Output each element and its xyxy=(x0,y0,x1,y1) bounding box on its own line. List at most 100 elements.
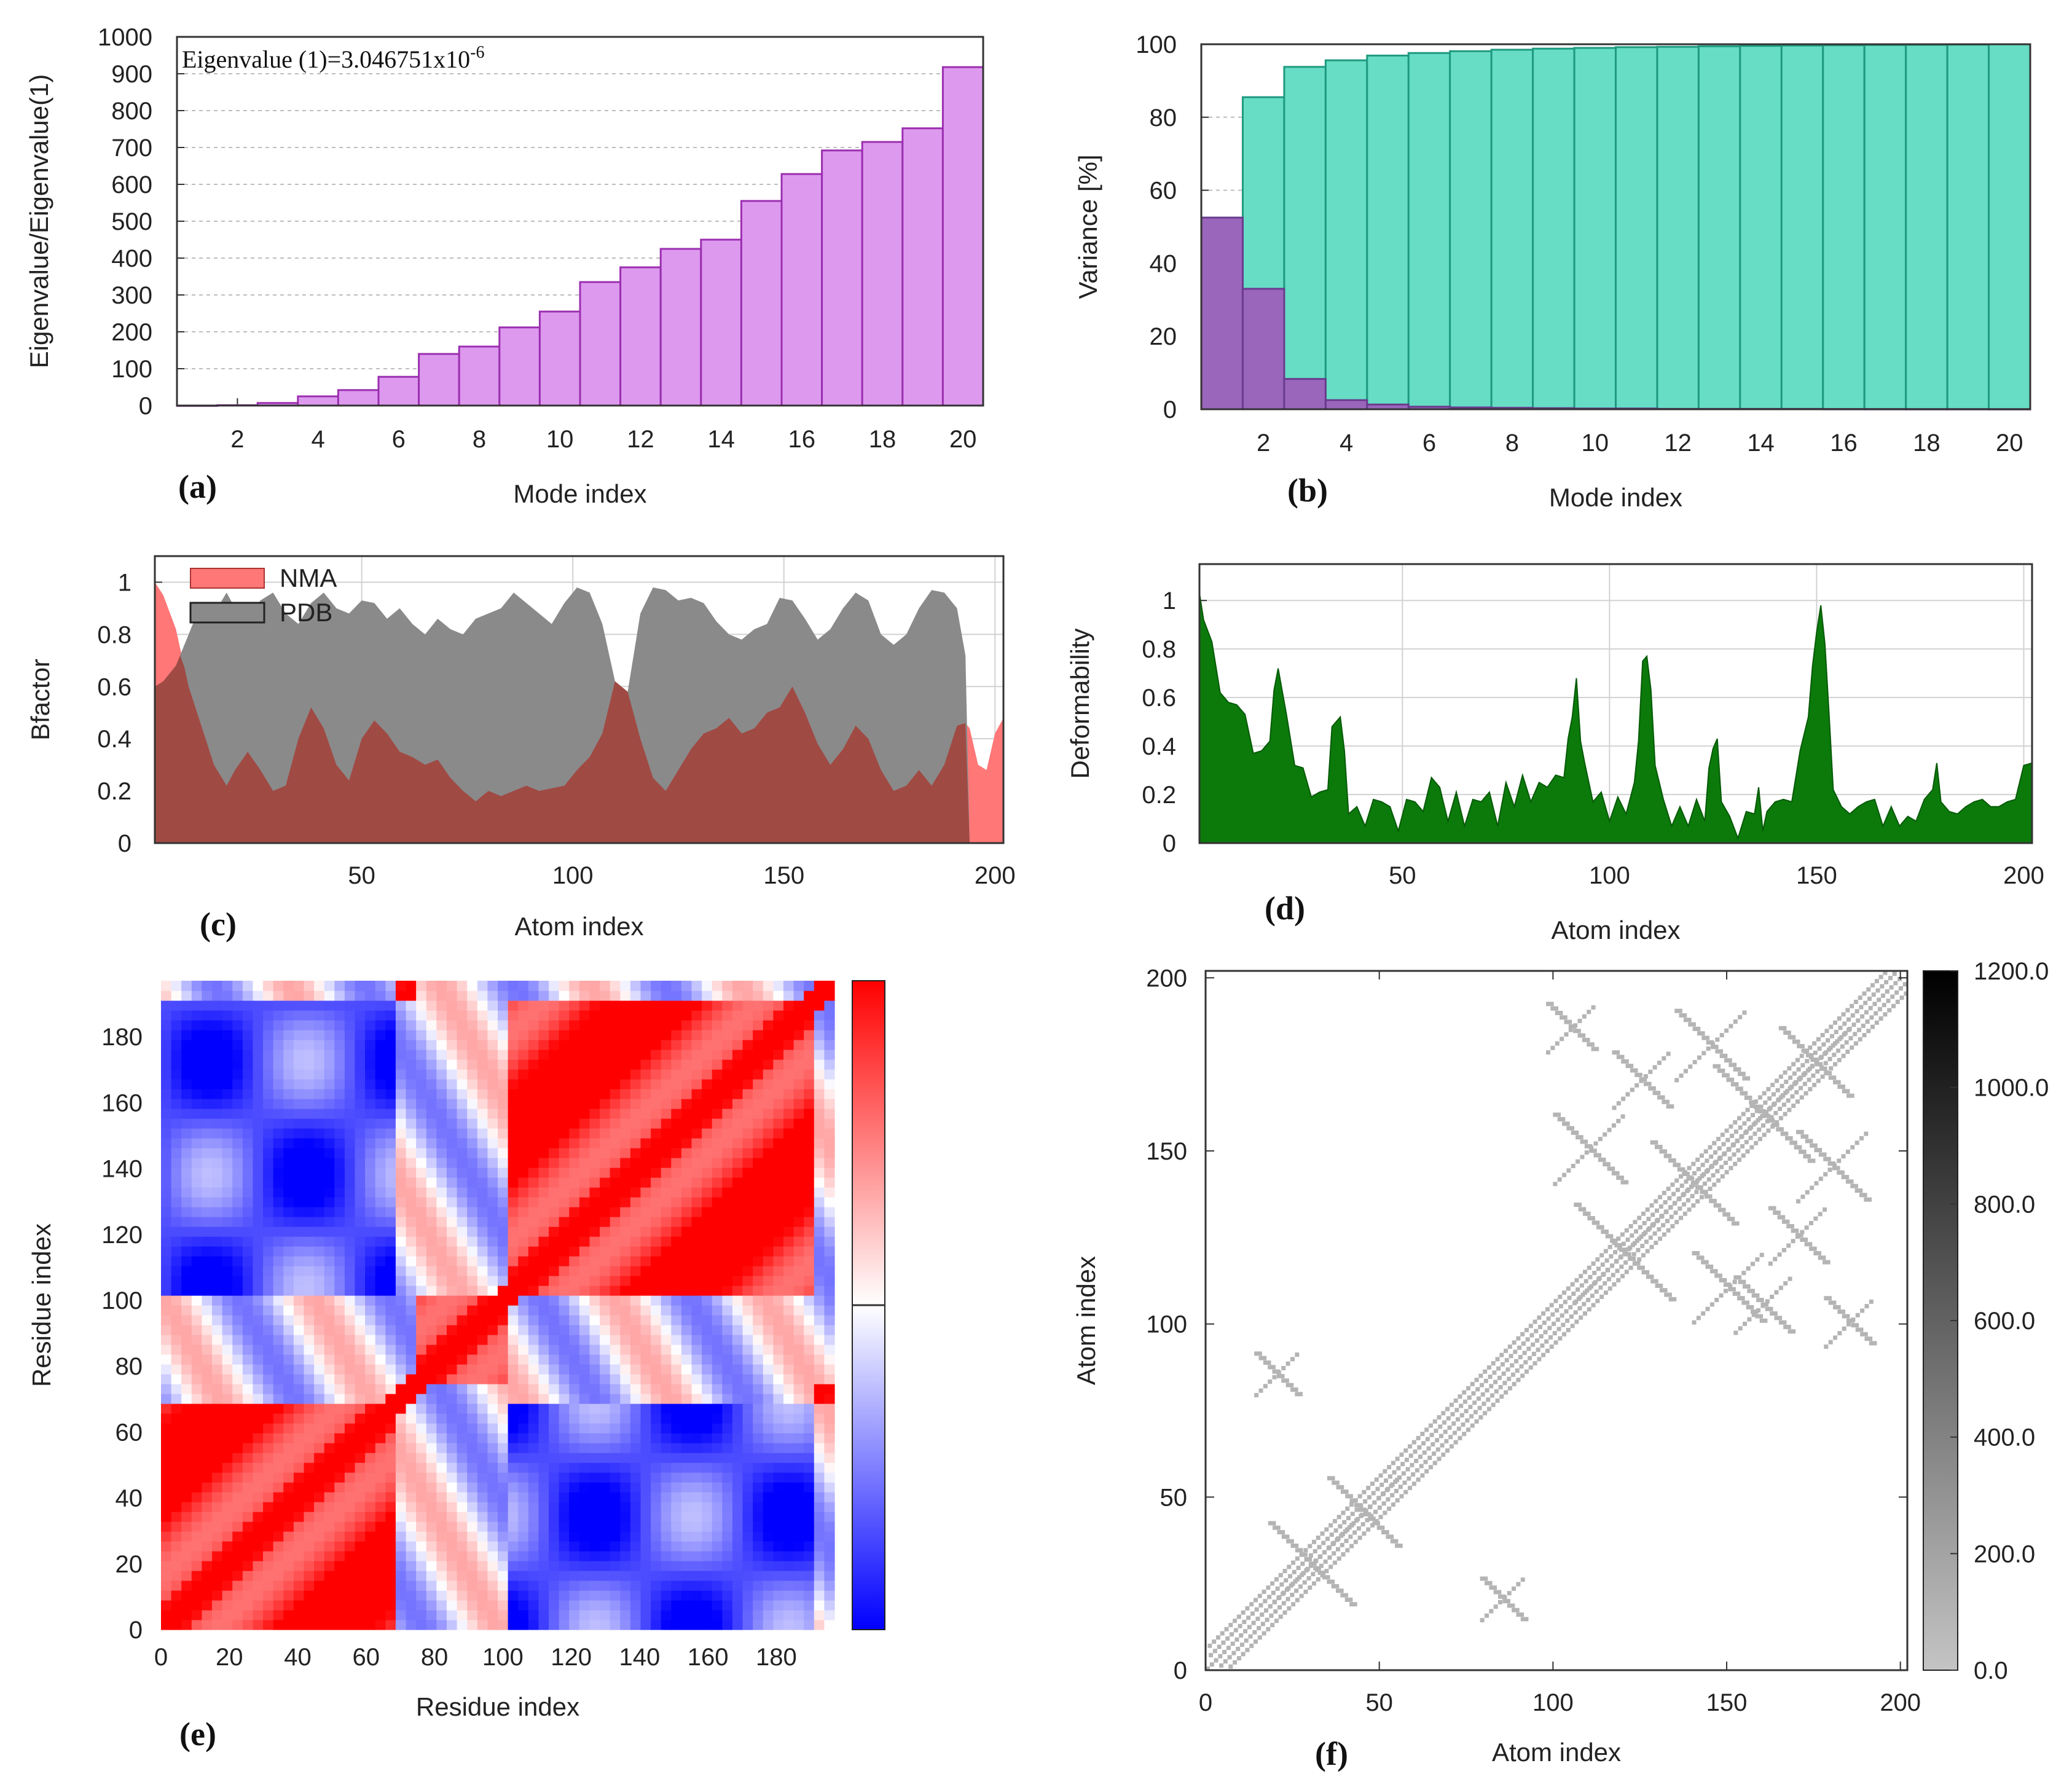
heatmap-cell xyxy=(600,1207,611,1217)
heatmap-cell xyxy=(426,1394,437,1404)
heatmap-cell xyxy=(804,1148,815,1158)
heatmap-cell xyxy=(793,1413,804,1424)
heatmap-cell xyxy=(212,1433,223,1443)
heatmap-cell xyxy=(314,1610,325,1620)
heatmap-cell xyxy=(273,1109,284,1119)
heatmap-cell xyxy=(191,1286,203,1296)
contact-point xyxy=(1249,1643,1254,1648)
heatmap-cell xyxy=(549,1118,560,1129)
heatmap-cell xyxy=(181,1276,192,1286)
heatmap-cell xyxy=(334,1521,345,1532)
heatmap-cell xyxy=(651,1610,662,1620)
heatmap-cell xyxy=(385,1403,396,1414)
heatmap-cell xyxy=(569,1099,580,1109)
heatmap-cell xyxy=(406,1423,417,1434)
heatmap-cell xyxy=(742,1610,753,1620)
heatmap-cell xyxy=(783,1246,795,1257)
heatmap-cell xyxy=(324,1295,335,1306)
heatmap-cell xyxy=(416,1256,427,1266)
heatmap-cell xyxy=(314,1246,325,1257)
heatmap-cell xyxy=(559,1482,570,1493)
heatmap-cell xyxy=(334,1020,345,1030)
heatmap-cell xyxy=(538,1531,549,1542)
heatmap-cell xyxy=(263,1521,274,1532)
heatmap-cell xyxy=(661,1541,672,1552)
heatmap-cell xyxy=(416,1325,427,1335)
heatmap-cell xyxy=(610,1571,621,1581)
heatmap-cell xyxy=(181,1541,192,1552)
heatmap-cell xyxy=(457,1561,468,1571)
heatmap-cell xyxy=(508,1620,519,1630)
heatmap-cell xyxy=(630,1000,642,1011)
heatmap-cell xyxy=(181,1354,192,1365)
y-tick-label: 300 xyxy=(111,282,152,309)
contact-point xyxy=(1441,1411,1446,1416)
heatmap-cell xyxy=(589,1197,600,1207)
heatmap-cell xyxy=(232,1020,243,1030)
heatmap-cell xyxy=(610,1620,621,1630)
heatmap-cell xyxy=(640,1580,651,1591)
x-tick-label: 8 xyxy=(1505,430,1519,457)
heatmap-cell xyxy=(783,1010,795,1021)
heatmap-cell xyxy=(324,1600,335,1611)
heatmap-cell xyxy=(671,1453,682,1463)
heatmap-cell xyxy=(732,1148,744,1158)
heatmap-cell xyxy=(181,1472,192,1483)
heatmap-cell xyxy=(579,1403,591,1414)
heatmap-cell xyxy=(416,1315,427,1325)
heatmap-cell xyxy=(671,1610,682,1620)
contact-point xyxy=(1486,1365,1491,1370)
heatmap-cell xyxy=(283,1197,294,1207)
heatmap-cell xyxy=(620,1138,631,1148)
heatmap-cell xyxy=(569,1354,580,1365)
heatmap-cell xyxy=(691,1571,702,1581)
heatmap-cell xyxy=(702,1512,713,1522)
heatmap-cell xyxy=(355,1128,366,1139)
heatmap-cell xyxy=(355,1492,366,1502)
heatmap-cell xyxy=(610,1305,621,1316)
heatmap-cell xyxy=(753,1059,764,1070)
heatmap-cell xyxy=(498,981,509,991)
heatmap-cell xyxy=(722,981,733,991)
heatmap-cell xyxy=(161,1177,172,1188)
heatmap-cell xyxy=(446,1236,458,1247)
heatmap-cell xyxy=(181,1000,192,1011)
heatmap-cell xyxy=(324,1315,335,1325)
heatmap-cell xyxy=(263,1177,274,1188)
contact-point xyxy=(1510,1372,1515,1377)
heatmap-cell xyxy=(395,1148,407,1158)
contact-point xyxy=(1349,1502,1354,1507)
heatmap-cell xyxy=(559,1433,570,1443)
heatmap-cell xyxy=(273,1344,284,1355)
heatmap-cell xyxy=(212,1276,223,1286)
contact-point xyxy=(1377,1505,1382,1510)
heatmap-cell xyxy=(385,1266,396,1276)
heatmap-cell xyxy=(804,1453,815,1463)
heatmap-cell xyxy=(793,1531,804,1542)
heatmap-cell xyxy=(804,1610,815,1620)
heatmap-cell xyxy=(824,1423,835,1434)
heatmap-cell xyxy=(620,991,631,1001)
heatmap-cell xyxy=(702,1236,713,1247)
heatmap-cell xyxy=(222,1000,233,1011)
heatmap-cell xyxy=(263,1384,274,1394)
heatmap-cell xyxy=(528,1236,540,1247)
heatmap-cell xyxy=(498,1109,509,1119)
heatmap-cell xyxy=(273,1354,284,1365)
heatmap-cell xyxy=(283,1246,294,1257)
heatmap-cell xyxy=(232,1325,243,1335)
heatmap-cell xyxy=(304,1374,315,1384)
heatmap-cell xyxy=(763,1059,774,1070)
heatmap-cell xyxy=(528,1168,540,1178)
heatmap-cell xyxy=(783,1118,795,1129)
heatmap-cell xyxy=(773,1394,784,1404)
heatmap-cell xyxy=(498,1315,509,1325)
heatmap-cell xyxy=(630,1492,642,1502)
heatmap-cell xyxy=(610,1590,621,1601)
heatmap-cell xyxy=(477,981,488,991)
heatmap-cell xyxy=(273,1118,284,1129)
heatmap-cell xyxy=(640,1453,651,1463)
heatmap-cell xyxy=(559,1266,570,1276)
heatmap-cell xyxy=(783,1128,795,1139)
heatmap-cell xyxy=(814,1286,825,1296)
